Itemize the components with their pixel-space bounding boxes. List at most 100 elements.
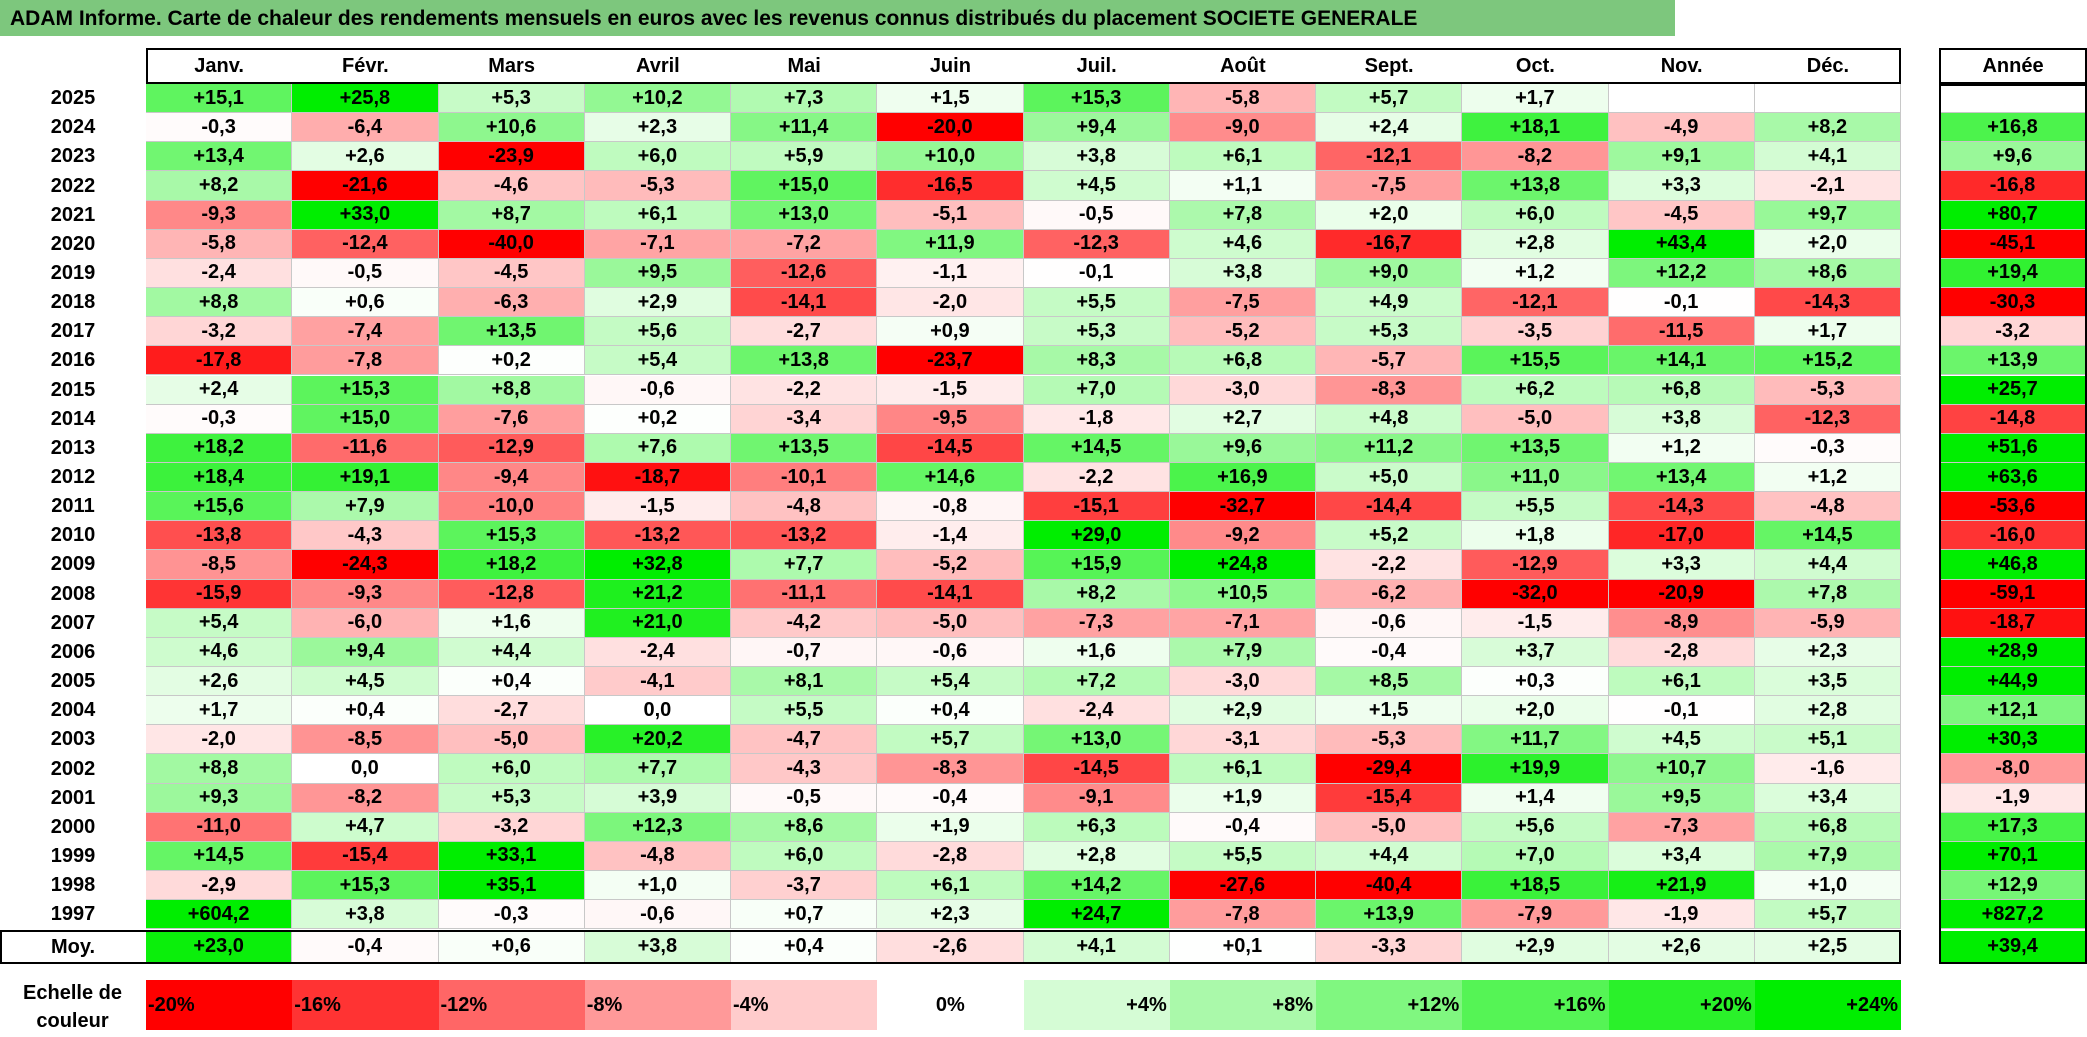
heat-cell: -4,6 (438, 171, 585, 201)
heat-cell: +6,2 (1462, 375, 1609, 405)
year-label: 2019 (50, 261, 96, 284)
column-header: Mars (488, 54, 535, 77)
annual-cell: +44,9 (1939, 667, 2087, 697)
heat-cell: -8,5 (146, 550, 293, 580)
heat-cell: +10,7 (1608, 754, 1755, 784)
heat-cell: +4,7 (292, 812, 439, 842)
heat-cell: +0,4 (292, 696, 439, 726)
heat-cell: +18,5 (1462, 871, 1609, 901)
heat-cell: -4,5 (1608, 200, 1755, 230)
heat-cell: +5,7 (1316, 84, 1463, 114)
heat-cell: -6,0 (292, 608, 439, 638)
heat-cell: +19,9 (1462, 754, 1609, 784)
heat-cell: -10,0 (438, 492, 585, 522)
heat-cell: -1,4 (877, 521, 1024, 551)
heat-cell: +15,3 (438, 521, 585, 551)
heat-cell: -4,1 (584, 667, 731, 697)
heat-cell: +0,4 (438, 667, 585, 697)
year-label: 2007 (50, 611, 96, 634)
heat-cell: +15,2 (1754, 346, 1901, 376)
heat-cell: +8,5 (1316, 667, 1463, 697)
annual-cell: +46,8 (1939, 550, 2087, 580)
heat-cell: -23,9 (438, 142, 585, 172)
heat-cell: +11,7 (1462, 725, 1609, 755)
heat-cell: +2,4 (1316, 113, 1463, 143)
heat-cell: -27,6 (1169, 871, 1316, 901)
heat-cell: -0,8 (877, 492, 1024, 522)
heat-cell: +11,4 (731, 113, 878, 143)
year-label: 2022 (50, 174, 96, 197)
heat-cell: -9,1 (1023, 783, 1170, 813)
annual-cell: +30,3 (1939, 725, 2087, 755)
column-header: Juin (929, 54, 971, 77)
heat-cell: +5,4 (877, 667, 1024, 697)
heat-cell: +15,3 (292, 375, 439, 405)
heat-cell: -5,1 (877, 200, 1024, 230)
heat-cell: +18,2 (438, 550, 585, 580)
heat-cell: +1,1 (1169, 171, 1316, 201)
heat-cell: +1,9 (1169, 783, 1316, 813)
annual-cell: +16,8 (1939, 113, 2087, 143)
heat-cell: -40,4 (1316, 871, 1463, 901)
heat-cell: +4,5 (1023, 171, 1170, 201)
color-scale-label-line1: Echelle de (23, 982, 122, 1004)
heat-cell: +14,6 (877, 462, 1024, 493)
scale-step: +16% (1462, 980, 1609, 1030)
heat-cell: +0,7 (731, 900, 878, 930)
heat-cell: +8,6 (731, 812, 878, 842)
heat-cell: -2,2 (1316, 550, 1463, 580)
heat-cell: -14,5 (1023, 754, 1170, 784)
heat-cell: +7,9 (1169, 637, 1316, 667)
heat-cell: +35,1 (438, 871, 585, 901)
average-cell: +2,6 (1608, 931, 1755, 964)
heat-cell: -1,8 (1023, 404, 1170, 434)
heat-cell: +10,5 (1169, 579, 1316, 609)
heat-cell: -4,5 (438, 258, 585, 289)
color-scale-label-line2: couleur (36, 1010, 109, 1032)
heat-cell: +4,9 (1316, 288, 1463, 318)
heat-cell: +2,0 (1462, 696, 1609, 726)
heat-cell: -15,4 (292, 841, 439, 872)
heat-cell (1754, 84, 1901, 114)
title-bar: ADAM Informe. Carte de chaleur des rende… (0, 0, 1675, 36)
heat-cell: +1,6 (1023, 637, 1170, 667)
heat-cell: -7,1 (584, 229, 731, 259)
heat-cell: -0,6 (584, 375, 731, 405)
heat-cell: +5,3 (1023, 317, 1170, 347)
scale-step: +8% (1169, 980, 1316, 1030)
heat-cell: +33,0 (292, 200, 439, 230)
year-label: 2014 (50, 407, 96, 430)
heat-cell: +3,7 (1462, 637, 1609, 667)
heat-cell: -7,9 (1462, 900, 1609, 930)
heat-cell: +1,8 (1462, 521, 1609, 551)
heat-cell: +3,9 (584, 783, 731, 813)
annual-cell: -59,1 (1939, 579, 2087, 609)
annual-cell: +25,7 (1939, 375, 2087, 405)
heat-cell: -4,3 (292, 521, 439, 551)
heat-cell: -2,2 (731, 375, 878, 405)
heat-cell: +0,6 (292, 288, 439, 318)
annual-cell: -16,8 (1939, 171, 2087, 201)
heat-cell: -0,3 (146, 113, 293, 143)
annual-cell: -1,9 (1939, 783, 2087, 813)
heat-cell: +8,1 (731, 667, 878, 697)
heat-cell: +11,2 (1316, 433, 1463, 463)
heat-cell: -8,2 (292, 783, 439, 813)
annual-cell: +17,3 (1939, 812, 2087, 842)
heat-cell: +7,7 (731, 550, 878, 580)
heat-cell: +3,3 (1608, 550, 1755, 580)
heat-cell: -6,2 (1316, 579, 1463, 609)
average-cell: +3,8 (584, 931, 731, 964)
heat-cell: -4,8 (1754, 492, 1901, 522)
heat-cell: -15,4 (1316, 783, 1463, 813)
heat-cell: +21,2 (584, 579, 731, 609)
heat-cell: +14,5 (1023, 433, 1170, 463)
heat-cell: +2,6 (146, 667, 293, 697)
heat-cell: +4,4 (1754, 550, 1901, 580)
heat-cell: +9,0 (1316, 258, 1463, 289)
year-label: 2012 (50, 466, 96, 488)
heat-cell: +11,0 (1462, 462, 1609, 493)
heat-cell: +7,3 (731, 84, 878, 114)
year-label: 2004 (50, 699, 96, 722)
annual-header: Année (1982, 54, 2044, 77)
